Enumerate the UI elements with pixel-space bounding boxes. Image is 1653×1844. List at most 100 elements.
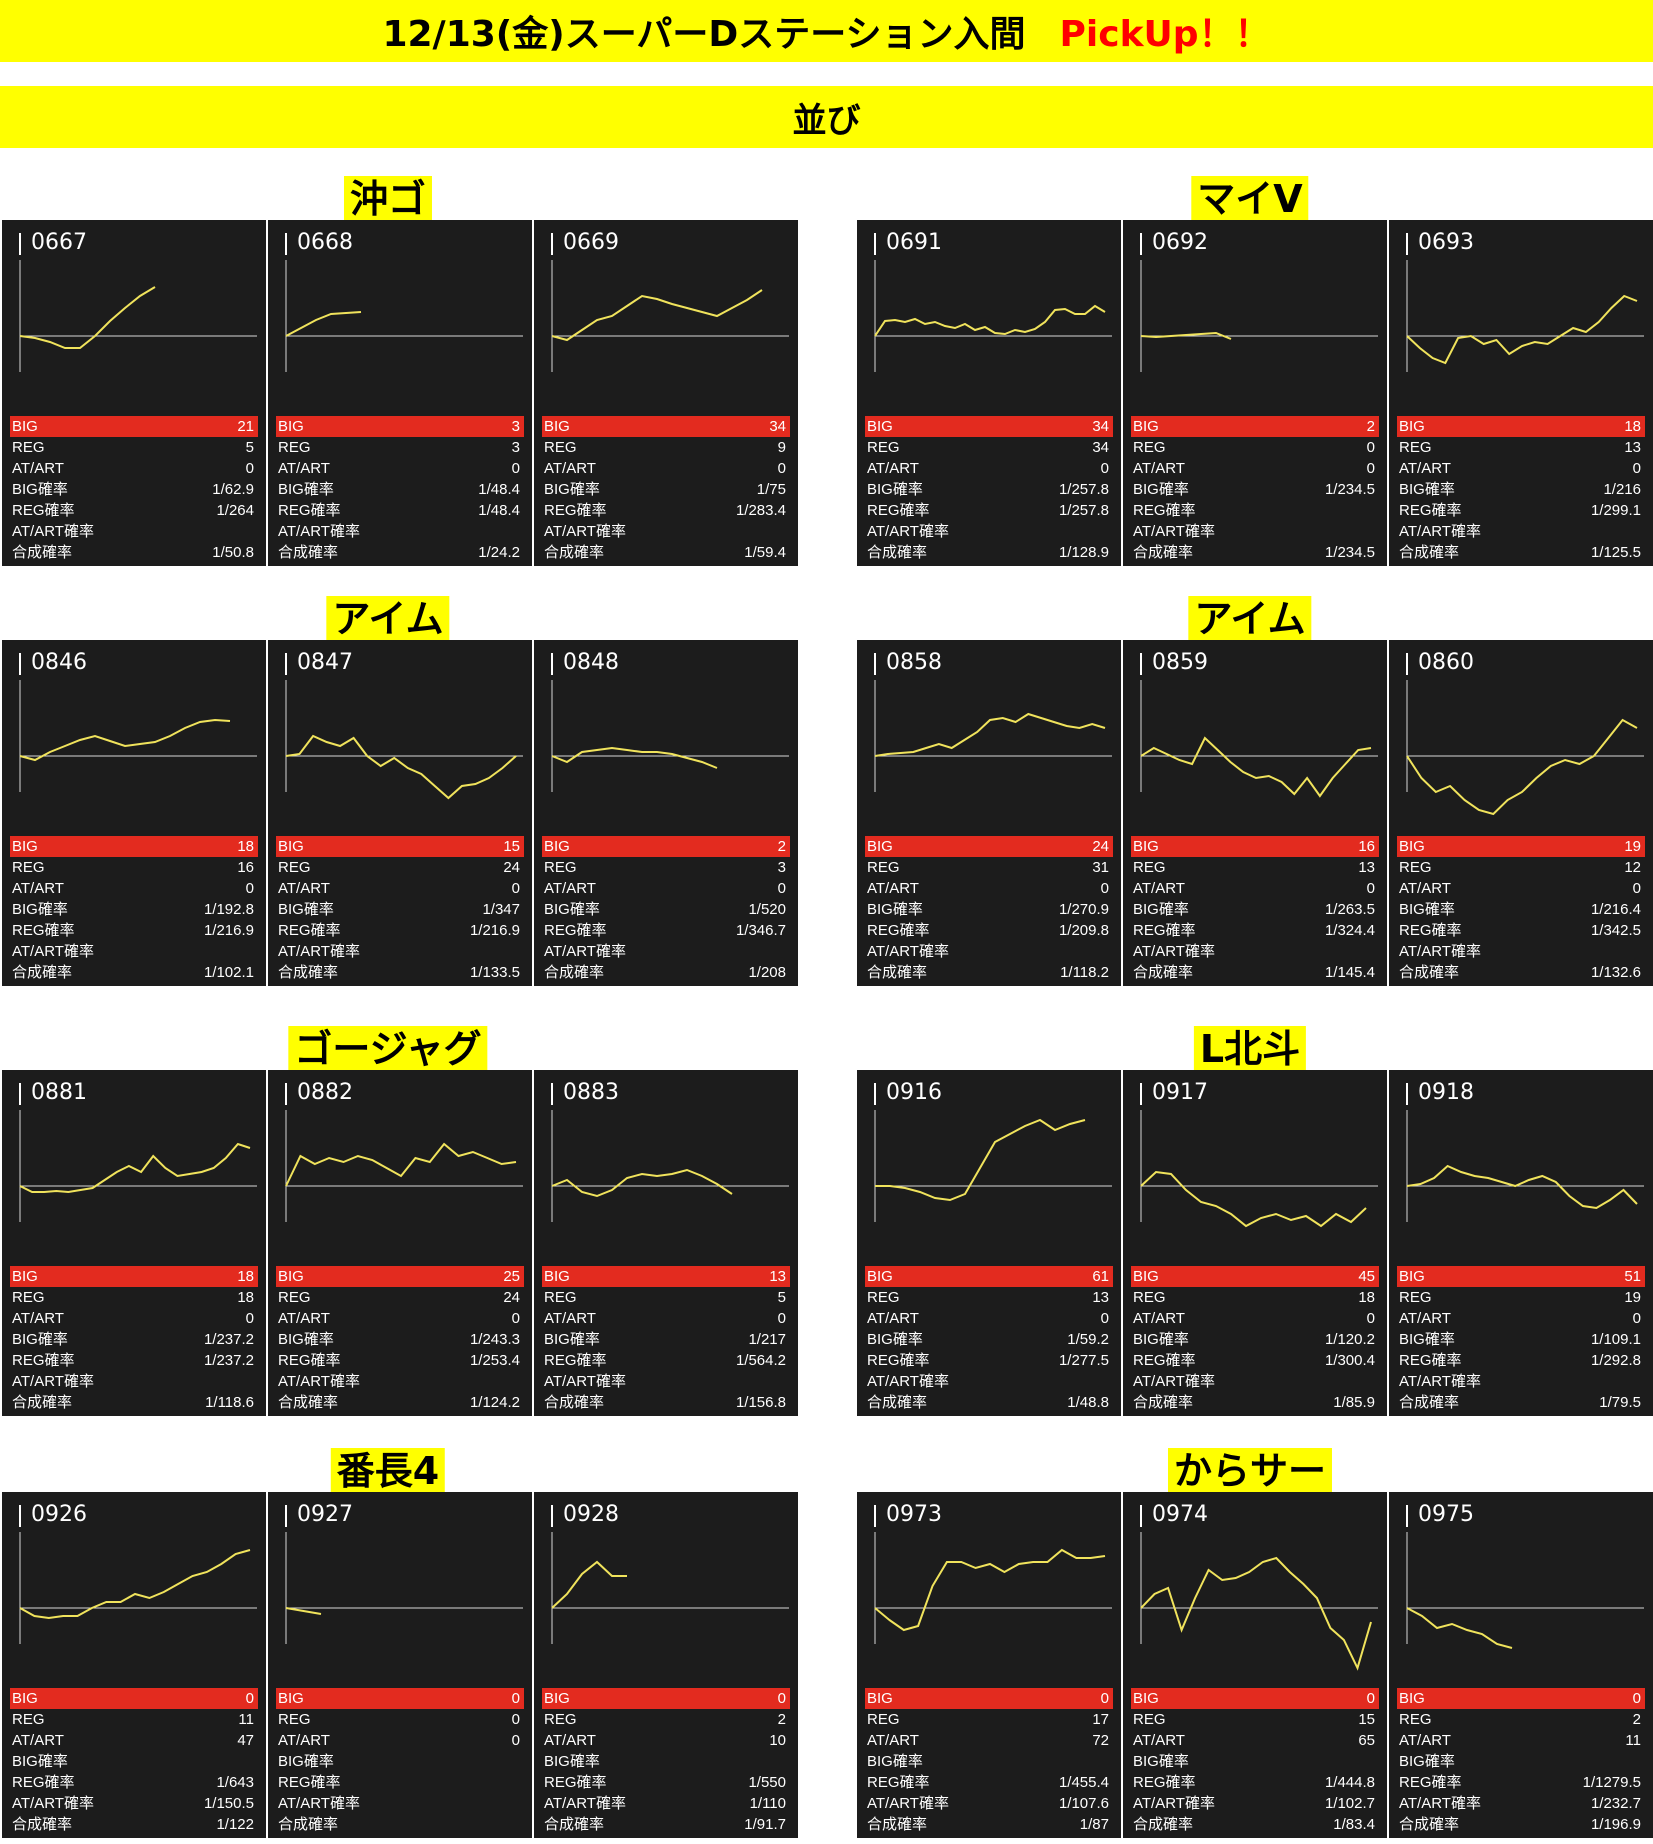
stat-row: REG確率 1/253.4 [276,1350,524,1371]
stat-row: BIG確率 1/59.2 [865,1329,1113,1350]
stat-row: REG確率 1/292.8 [1397,1350,1645,1371]
machine-panel[interactable]: 0926 BIG 0 REG 11 AT/ART 47 BIG確率 REG確率 1/643 AT/A… [2,1492,266,1838]
stat-value: 1/234.5 [1324,481,1375,498]
stat-row: 合成確率 1/118.2 [865,962,1113,983]
stat-label: 合成確率 [1399,1816,1460,1833]
stat-value: 18 [237,1289,254,1306]
stat-row: AT/ART 0 [1397,458,1645,479]
title-banner: 12/13(金)スーパーDステーション入間 PickUp！！ [0,0,1653,62]
stat-label: REG [1399,439,1432,456]
machine-panel[interactable]: 0669 BIG 34 REG 9 AT/ART 0 BIG確率 1/75 REG確率 1/283.… [534,220,798,566]
caption-bar [285,653,287,675]
stat-label: 合成確率 [544,1816,605,1833]
machine-panel[interactable]: 0918 BIG 51 REG 19 AT/ART 0 BIG確率 1/109.1 REG確率 1/… [1389,1070,1653,1416]
machine-number: 0859 [1152,650,1208,675]
machine-panel[interactable]: 0860 BIG 19 REG 12 AT/ART 0 BIG確率 1/216.4 REG確率 1/… [1389,640,1653,986]
machine-panel[interactable]: 0846 BIG 18 REG 16 AT/ART 0 BIG確率 1/192.8 REG確率 1/… [2,640,266,986]
machine-panel[interactable]: 0847 BIG 15 REG 24 AT/ART 0 BIG確率 1/347 REG確率 1/21… [268,640,532,986]
stat-label: AT/ART確率 [1399,1795,1481,1812]
machine-panel[interactable]: 0974 BIG 0 REG 15 AT/ART 65 BIG確率 REG確率 1/444.8 AT… [1123,1492,1387,1838]
stat-value: 72 [1092,1732,1109,1749]
machine-panel[interactable]: 0881 BIG 18 REG 18 AT/ART 0 BIG確率 1/237.2 REG確率 1/… [2,1070,266,1416]
machine-panel[interactable]: 0975 BIG 0 REG 2 AT/ART 11 BIG確率 REG確率 1/1279.5 AT… [1389,1492,1653,1838]
stat-row: AT/ART 0 [865,458,1113,479]
stat-value: 1/564.2 [735,1352,786,1369]
stat-value: 18 [1624,418,1641,435]
stats-table: BIG 34 REG 9 AT/ART 0 BIG確率 1/75 REG確率 1/283.4 AT/… [542,416,790,563]
stat-label: AT/ART確率 [1133,1373,1215,1390]
stat-row: 合成確率 1/102.1 [10,962,258,983]
stat-value: 0 [1632,1690,1641,1707]
machine-panel[interactable]: 0668 BIG 3 REG 3 AT/ART 0 BIG確率 1/48.4 REG確率 1/48.… [268,220,532,566]
stat-value: 1/118.6 [205,1394,254,1411]
machine-number: 0846 [31,650,87,675]
machine-panel[interactable]: 0916 BIG 61 REG 13 AT/ART 0 BIG確率 1/59.2 REG確率 1/2… [857,1070,1121,1416]
stat-value: 1/120.2 [1324,1331,1375,1348]
stat-value: 1/1279.5 [1582,1774,1641,1791]
slump-line [285,734,517,800]
machine-number: 0928 [563,1502,619,1527]
stat-value: 1/455.4 [1058,1774,1109,1791]
pickup-label: PickUp！！ [1059,14,1271,55]
stat-label: BIG [867,1690,893,1707]
stat-label: BIG確率 [544,1331,600,1348]
stat-row: AT/ART 0 [276,878,524,899]
slump-line [874,304,1106,337]
stat-label: REG確率 [278,502,341,519]
stat-label: BIG確率 [1399,901,1455,918]
machine-panel[interactable]: 0882 BIG 25 REG 24 AT/ART 0 BIG確率 1/243.3 REG確率 1/… [268,1070,532,1416]
stats-table: BIG 25 REG 24 AT/ART 0 BIG確率 1/243.3 REG確率 1/253.… [276,1266,524,1413]
stat-value: 11 [1625,1732,1641,1749]
machine-panel[interactable]: 0883 BIG 13 REG 5 AT/ART 0 BIG確率 1/217 REG確率 1/564… [534,1070,798,1416]
stat-value: 1/263.5 [1324,901,1375,918]
machine-panel[interactable]: 0692 BIG 2 REG 0 AT/ART 0 BIG確率 1/234.5 REG確率 AT/A… [1123,220,1387,566]
stat-value: 2 [1632,1711,1641,1728]
stats-table: BIG 16 REG 13 AT/ART 0 BIG確率 1/263.5 REG確率 1/324.… [1131,836,1379,983]
stat-value: 9 [777,439,786,456]
stat-value: 16 [1358,838,1375,855]
stat-value: 0 [777,460,786,477]
stat-row: 合成確率 1/48.8 [865,1392,1113,1413]
stat-label: REG確率 [1133,922,1196,939]
stat-row: AT/ART 72 [865,1730,1113,1751]
stat-label: REG [278,1711,311,1728]
caption-bar [551,653,553,675]
slump-graph [1406,1532,1644,1649]
machine-panel[interactable]: 0859 BIG 16 REG 13 AT/ART 0 BIG確率 1/263.5 REG確率 1/… [1123,640,1387,986]
stat-value: 1/217 [748,1331,786,1348]
stat-value: 45 [1358,1268,1375,1285]
stat-row: BIG確率 1/216 [1397,479,1645,500]
stat-row: REG 0 [1131,437,1379,458]
stat-row: 合成確率 1/196.9 [1397,1814,1645,1835]
stat-label: BIG確率 [12,901,68,918]
stat-value: 1/128.9 [1058,544,1109,561]
stat-value: 1/347 [482,901,520,918]
slump-line [1140,331,1232,340]
stat-row: REG 13 [1397,437,1645,458]
machine-panel[interactable]: 0917 BIG 45 REG 18 AT/ART 0 BIG確率 1/120.2 REG確率 1/… [1123,1070,1387,1416]
stat-label: 合成確率 [867,1394,928,1411]
stat-value: 24 [503,859,520,876]
machine-panel[interactable]: 0928 BIG 0 REG 2 AT/ART 10 BIG確率 REG確率 1/550 AT/AR… [534,1492,798,1838]
stat-row: BIG 3 [276,416,524,437]
machine-panel[interactable]: 0667 BIG 21 REG 5 AT/ART 0 BIG確率 1/62.9 REG確率 1/26… [2,220,266,566]
slump-graph [19,1110,257,1222]
machine-panel[interactable]: 0927 BIG 0 REG 0 AT/ART 0 BIG確率 REG確率 AT/ART確率 合成確… [268,1492,532,1838]
machine-number: 0669 [563,230,619,255]
stat-row: 合成確率 1/122 [10,1814,258,1835]
machine-panel[interactable]: 0973 BIG 0 REG 17 AT/ART 72 BIG確率 REG確率 1/455.4 AT… [857,1492,1121,1838]
stat-value: 17 [1092,1711,1109,1728]
stat-row: REG確率 1/257.8 [865,500,1113,521]
stat-row: BIG確率 1/48.4 [276,479,524,500]
stat-label: REG [12,1289,45,1306]
machine-panel[interactable]: 0691 BIG 34 REG 34 AT/ART 0 BIG確率 1/257.8 REG確率 1/… [857,220,1121,566]
stat-value: 0 [511,460,520,477]
stat-row: REG 24 [276,1287,524,1308]
stat-row: AT/ART 65 [1131,1730,1379,1751]
stat-label: AT/ART [544,880,596,897]
stat-label: BIG確率 [1399,1331,1455,1348]
machine-panel[interactable]: 0858 BIG 24 REG 31 AT/ART 0 BIG確率 1/270.9 REG確率 1/… [857,640,1121,986]
stat-row: BIG確率 1/257.8 [865,479,1113,500]
machine-panel[interactable]: 0848 BIG 2 REG 3 AT/ART 0 BIG確率 1/520 REG確率 1/346.… [534,640,798,986]
machine-panel[interactable]: 0693 BIG 18 REG 13 AT/ART 0 BIG確率 1/216 REG確率 1/29… [1389,220,1653,566]
